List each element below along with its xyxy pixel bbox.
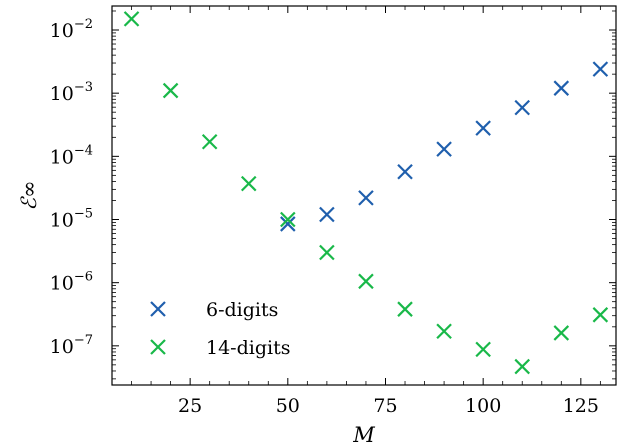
y-tick-label: 10−4 [50,143,93,168]
data-point [397,163,413,180]
data-point [592,61,609,77]
marker-stroke [592,61,609,77]
x-tick-label: 125 [563,395,599,417]
plot-area [111,5,617,386]
data-point [280,211,296,228]
data-point [514,358,531,375]
x-tick-label: 50 [276,395,300,417]
legend-label: 6-digits [206,299,278,321]
y-axis-title: ℰ∞ [17,180,41,210]
x-tick-label: 25 [178,395,202,417]
marker-stroke [436,141,452,157]
marker-stroke [475,341,491,358]
marker-stroke [358,273,374,290]
legend: 6-digits 14-digits [150,299,290,359]
legend-label: 14-digits [206,337,290,359]
marker-stroke [553,80,570,96]
data-point [358,273,374,290]
marker-stroke [150,301,166,317]
x-tick-label: 75 [373,395,397,417]
marker-stroke [514,99,531,116]
marker-stroke [201,134,218,150]
marker-stroke [553,325,570,341]
data-point [592,307,609,323]
x-axis-title: M [352,423,375,447]
marker-stroke [280,216,296,232]
data-point [514,99,531,116]
marker-stroke [436,323,452,340]
data-point [436,323,452,340]
data-point [553,80,570,96]
data-point [553,325,570,341]
data-point [123,11,140,27]
marker-stroke [514,358,531,375]
data-point [358,190,374,206]
y-tick-label: 10−3 [50,80,93,105]
marker-stroke [475,120,491,136]
marker-stroke [592,307,609,323]
marker-stroke [280,211,296,228]
legend-marker [150,301,166,317]
marker-stroke [397,163,413,180]
y-minor-ticks [112,10,616,380]
data-point [240,175,257,192]
marker-stroke [319,206,335,223]
marker-stroke [162,82,179,99]
x-ticks: 25 50 75 100 125 [131,6,601,417]
data-point [201,134,218,150]
data-point [475,341,491,358]
data-point [319,244,335,261]
series-six-digits [280,61,609,232]
marker-stroke [240,175,257,192]
x-tick-label: 100 [465,395,501,417]
data-point [475,120,491,136]
data-point [319,206,335,223]
y-major-ticks: 10−7 10−6 10−5 10−4 10−3 10−2 [50,17,616,358]
y-tick-label: 10−7 [50,333,93,358]
data-point [436,141,452,157]
series-layer [123,11,609,375]
marker-stroke [319,244,335,261]
series-fourteen-digits [123,11,609,375]
data-point [280,216,296,232]
marker-stroke [150,339,166,355]
marker-stroke [397,301,413,317]
legend-marker [150,339,166,355]
marker-stroke [358,190,374,206]
data-point [162,82,179,99]
data-point [397,301,413,317]
marker-stroke [123,11,140,27]
y-tick-label: 10−5 [50,207,93,232]
y-tick-label: 10−2 [50,17,93,42]
y-tick-label: 10−6 [50,270,93,295]
